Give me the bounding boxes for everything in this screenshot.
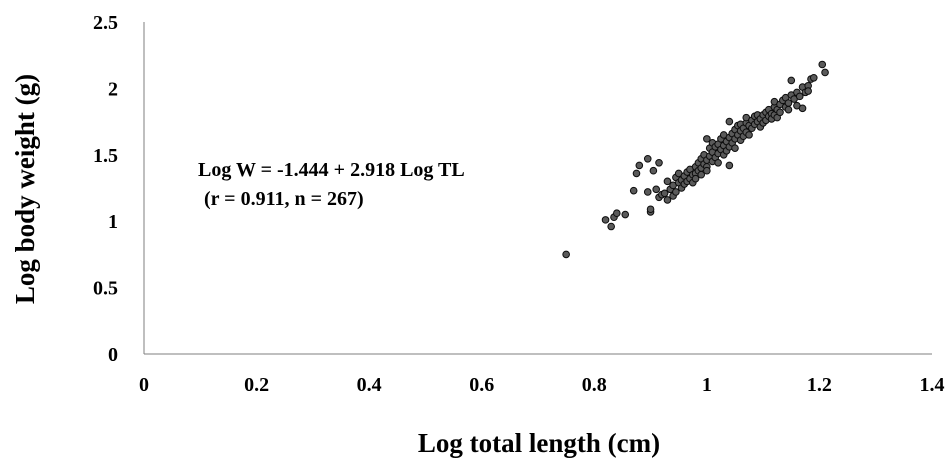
regression-stats: (r = 0.911, n = 267)	[204, 188, 364, 210]
data-point	[613, 209, 621, 218]
x-tick-label: 0.8	[582, 374, 607, 396]
x-tick-label: 1.2	[807, 374, 832, 396]
data-point	[703, 166, 711, 175]
data-point	[787, 76, 796, 85]
data-point	[607, 222, 615, 231]
x-tick-label: 1	[702, 374, 712, 396]
x-tick-label: 0.4	[357, 374, 382, 396]
data-point	[562, 250, 570, 259]
data-point	[798, 104, 807, 113]
x-axis-title: Log total length (cm)	[418, 428, 660, 458]
data-point	[629, 186, 638, 195]
data-point	[691, 174, 700, 183]
data-point	[821, 68, 829, 77]
data-point	[643, 154, 652, 163]
y-tick-label: 2.5	[93, 12, 118, 34]
x-tick-label: 0.2	[244, 374, 269, 396]
data-point	[672, 188, 680, 196]
data-point	[649, 166, 658, 175]
data-point	[655, 158, 663, 167]
x-tick-label: 0	[139, 374, 149, 396]
data-point	[784, 105, 793, 114]
data-point	[818, 60, 827, 69]
data-point	[810, 73, 818, 82]
data-point	[632, 169, 641, 178]
y-tick-label: 0.5	[93, 278, 118, 300]
data-point	[601, 216, 610, 224]
x-tick-label: 1.4	[920, 374, 945, 396]
data-point	[635, 161, 644, 170]
data-point	[652, 185, 661, 194]
y-tick-label: 0	[108, 344, 118, 366]
data-point	[795, 92, 804, 101]
data-point	[725, 161, 734, 170]
y-tick-label: 1.5	[93, 145, 118, 167]
y-tick-label: 1	[108, 211, 118, 233]
x-tick-label: 0.6	[469, 374, 494, 396]
x-axis-tick-labels: 0 0.2 0.4 0.6 0.8 1 1.2 1.4	[139, 374, 945, 396]
data-point	[660, 189, 669, 198]
y-axis-tick-labels: 0 0.5 1 1.5 2 2.5	[93, 12, 118, 366]
regression-equation: Log W = -1.444 + 2.918 Log TL	[198, 159, 465, 181]
data-point	[663, 177, 672, 186]
y-tick-label: 2	[108, 78, 118, 100]
y-axis-title: Log body weight (g)	[10, 74, 40, 304]
data-point	[643, 188, 652, 196]
data-point	[745, 131, 753, 139]
data-point	[703, 135, 711, 143]
data-point	[646, 205, 655, 214]
data-point	[714, 158, 722, 167]
data-point	[731, 144, 739, 152]
data-point	[663, 196, 672, 204]
data-point	[697, 170, 706, 179]
data-points	[562, 60, 829, 259]
data-point	[776, 108, 784, 117]
data-point	[725, 117, 734, 126]
data-point	[804, 87, 812, 95]
data-point	[621, 210, 630, 219]
